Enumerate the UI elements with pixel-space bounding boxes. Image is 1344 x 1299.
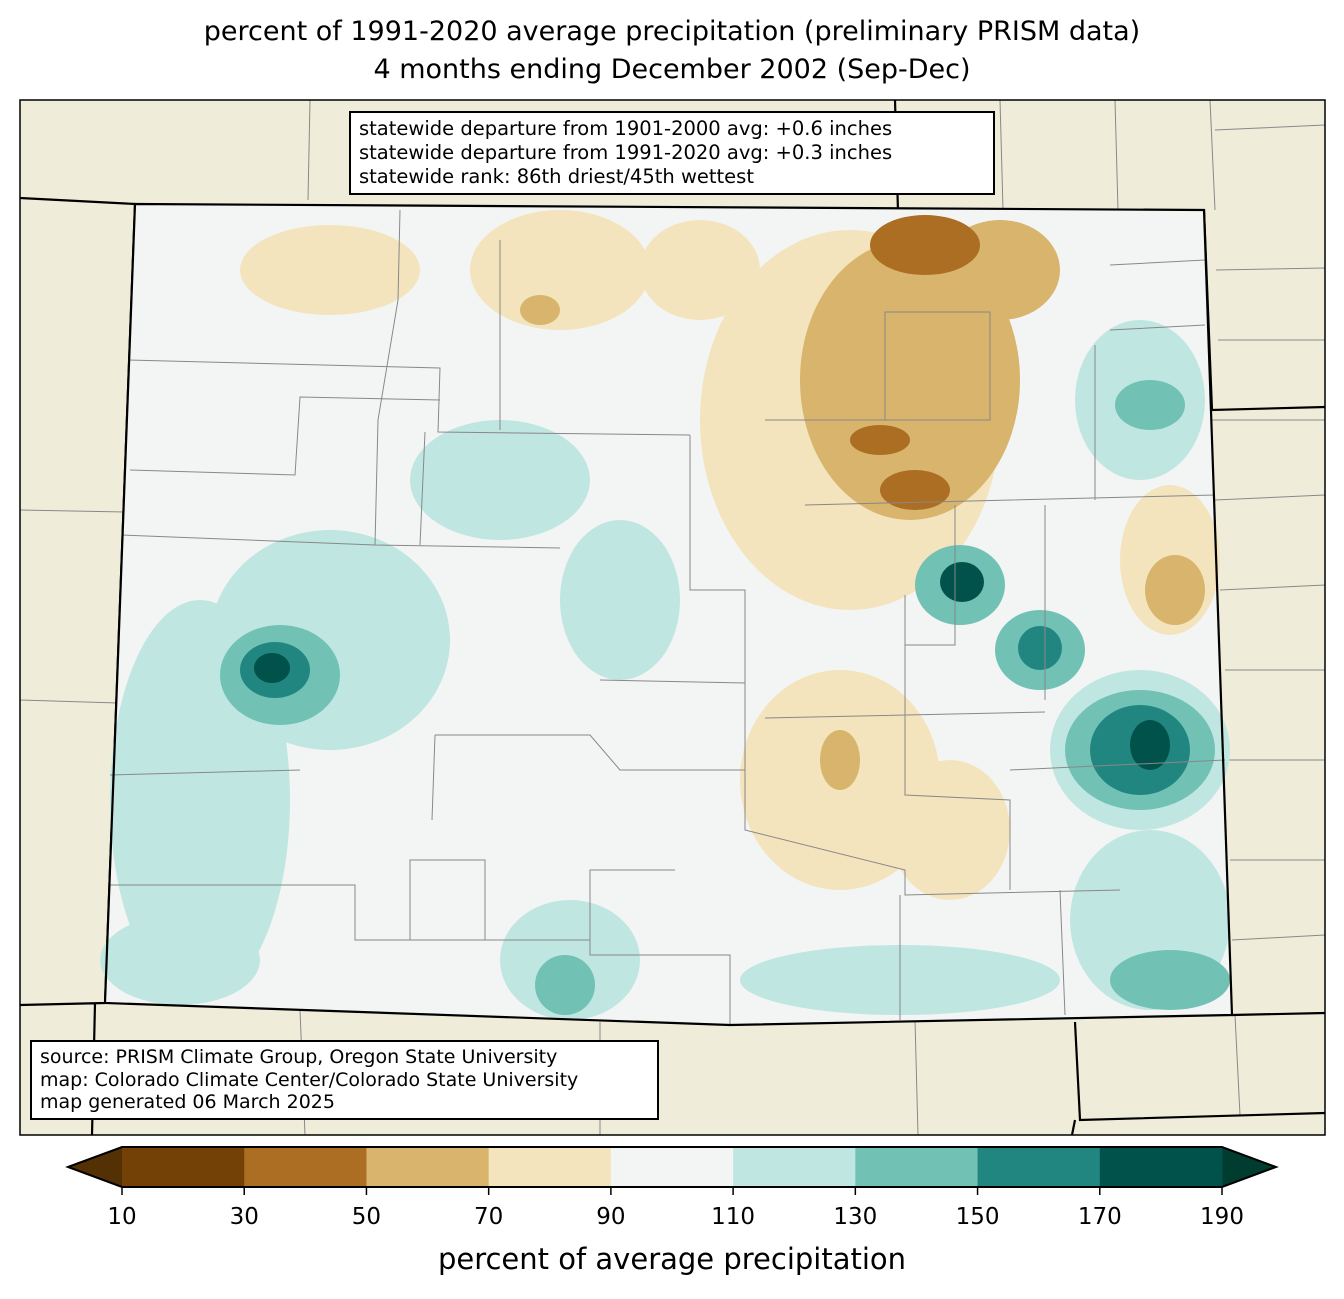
credit-line: map: Colorado Climate Center/Colorado St… bbox=[40, 1068, 579, 1091]
statewide-stats-box: statewide departure from 1901-2000 avg: … bbox=[349, 111, 995, 195]
colorbar-tick-label: 130 bbox=[833, 1204, 878, 1230]
colorbar-segment bbox=[488, 1147, 612, 1187]
colorbar-segment bbox=[610, 1147, 734, 1187]
colorado-border bbox=[103, 202, 1234, 1027]
colorbar-tick-label: 150 bbox=[955, 1204, 1000, 1230]
colorbar-segment bbox=[855, 1147, 979, 1187]
colorbar-tick-label: 70 bbox=[474, 1204, 504, 1230]
colorbar-segment bbox=[733, 1147, 856, 1187]
colorbar-under-arrow bbox=[68, 1147, 122, 1187]
colorbar-over-arrow bbox=[1222, 1147, 1276, 1187]
stats-line: statewide departure from 1901-2000 avg: … bbox=[359, 117, 893, 140]
colorbar-tick-label: 30 bbox=[229, 1204, 259, 1230]
colorbar bbox=[65, 1146, 1279, 1195]
map-title-line2: 4 months ending December 2002 (Sep-Dec) bbox=[373, 54, 971, 85]
credit-line: map generated 06 March 2025 bbox=[40, 1091, 335, 1113]
colorbar-segment bbox=[977, 1147, 1101, 1187]
colorbar-tick-label: 170 bbox=[1077, 1204, 1122, 1230]
credits-box: source: PRISM Climate Group, Oregon Stat… bbox=[30, 1040, 659, 1120]
colorbar-tick-label: 90 bbox=[596, 1204, 626, 1230]
map-frame bbox=[19, 99, 1326, 1136]
stats-line: statewide departure from 1991-2020 avg: … bbox=[359, 141, 893, 164]
county-lines bbox=[108, 209, 1226, 1025]
colorbar-tick-label: 190 bbox=[1200, 1204, 1244, 1230]
colorbar-segment bbox=[244, 1147, 367, 1187]
colorbar-segment bbox=[1099, 1147, 1223, 1187]
colorbar-segment bbox=[122, 1147, 245, 1187]
colorbar-tick-label: 10 bbox=[107, 1204, 137, 1230]
colorbar-tick-label: 50 bbox=[351, 1204, 382, 1230]
colorbar-segment bbox=[366, 1147, 490, 1187]
colorbar-label: percent of average precipitation bbox=[437, 1242, 907, 1276]
precipitation-contours bbox=[100, 210, 1230, 1020]
colorbar-tick-label: 110 bbox=[711, 1204, 756, 1230]
map-title-line1: percent of 1991-2020 average precipitati… bbox=[203, 16, 1141, 47]
stats-line: statewide rank: 86th driest/45th wettest bbox=[359, 165, 754, 188]
credit-line: source: PRISM Climate Group, Oregon Stat… bbox=[40, 1046, 558, 1068]
